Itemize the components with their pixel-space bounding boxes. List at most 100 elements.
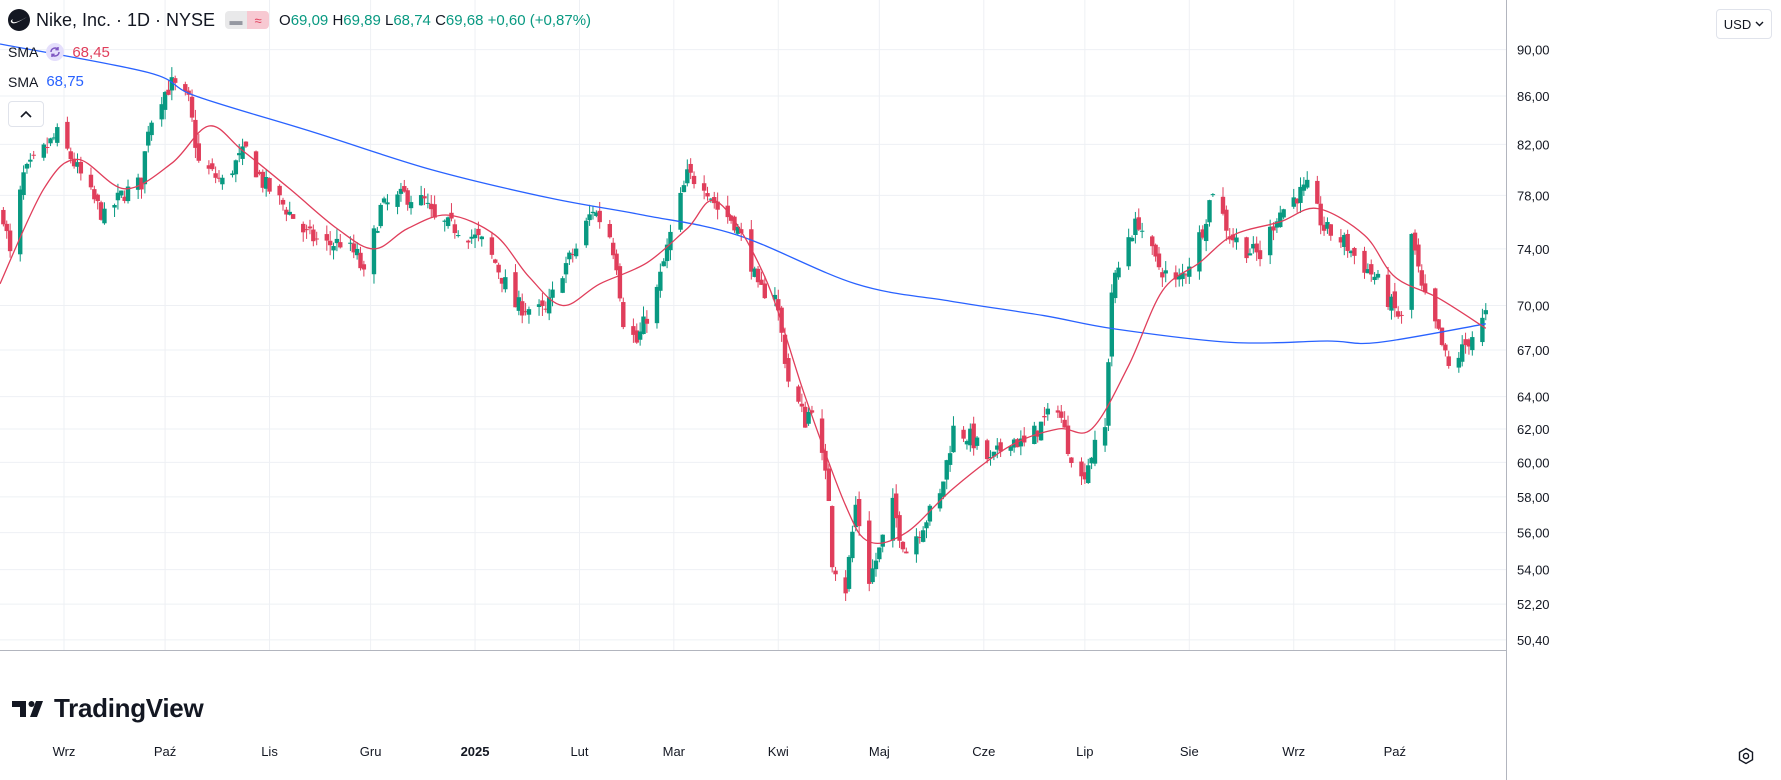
y-tick-label: 86,00 bbox=[1517, 89, 1550, 104]
candle-body bbox=[1210, 194, 1216, 196]
wave-toggle-icon[interactable]: ≈ bbox=[247, 11, 270, 29]
candle-body bbox=[1318, 203, 1323, 226]
candle-body bbox=[311, 229, 316, 242]
candle-body bbox=[856, 499, 862, 527]
candle-body bbox=[314, 238, 319, 240]
candle-body bbox=[1315, 180, 1320, 204]
candle-body bbox=[880, 534, 885, 547]
collapse-legend-button[interactable] bbox=[8, 101, 44, 127]
candle-body bbox=[1153, 244, 1158, 257]
currency-label: USD bbox=[1723, 16, 1752, 32]
sma-legend-2[interactable]: SMA 68,75 bbox=[8, 73, 84, 90]
candle-body bbox=[1, 209, 6, 225]
candle-body bbox=[668, 231, 673, 251]
candle-body bbox=[573, 248, 579, 257]
sma-short-line bbox=[0, 125, 1487, 545]
candle-body bbox=[65, 121, 70, 149]
candle-body bbox=[941, 481, 946, 497]
candle-body bbox=[418, 195, 424, 206]
candle-body bbox=[621, 302, 626, 328]
currency-button[interactable]: USD bbox=[1716, 9, 1772, 39]
candle-body bbox=[974, 437, 980, 446]
x-tick-label: Lis bbox=[261, 744, 278, 759]
bars-toggle-icon[interactable]: ▬ bbox=[225, 11, 248, 29]
candle-body bbox=[661, 261, 666, 267]
candle-body bbox=[115, 192, 121, 201]
candle-body bbox=[520, 301, 525, 316]
candle-body bbox=[243, 141, 249, 147]
x-tick-label: Maj bbox=[869, 744, 890, 759]
y-tick-label: 50,40 bbox=[1517, 633, 1550, 648]
candle-body bbox=[287, 211, 292, 215]
candle-body bbox=[701, 183, 707, 191]
candle-body bbox=[971, 423, 976, 449]
candle-body bbox=[705, 193, 710, 197]
candle-body bbox=[51, 137, 57, 139]
candle-body bbox=[398, 188, 404, 194]
candle-body bbox=[142, 151, 148, 185]
brand-name: TradingView bbox=[54, 693, 204, 723]
candle-body bbox=[1207, 200, 1212, 223]
x-tick-label: Paź bbox=[1384, 744, 1406, 759]
candle-body bbox=[493, 259, 498, 263]
candle-body bbox=[1416, 244, 1421, 267]
sync-icon[interactable] bbox=[46, 43, 65, 61]
candle-body bbox=[1325, 222, 1330, 229]
candle-body bbox=[607, 224, 613, 238]
y-tick-label: 82,00 bbox=[1517, 137, 1550, 152]
candle-body bbox=[685, 169, 690, 184]
candle-body bbox=[1015, 439, 1020, 448]
tradingview-logo[interactable]: TradingView bbox=[12, 693, 204, 724]
candle-body bbox=[172, 78, 178, 83]
candle-body bbox=[28, 159, 33, 162]
candle-body bbox=[634, 330, 639, 343]
candle-body bbox=[1200, 229, 1205, 238]
y-tick-label: 56,00 bbox=[1517, 526, 1550, 541]
candle-body bbox=[776, 299, 781, 311]
x-tick-label: Sie bbox=[1180, 744, 1199, 759]
candle-body bbox=[354, 248, 360, 256]
candle-body bbox=[1338, 237, 1344, 243]
candle-body bbox=[146, 131, 151, 146]
sma-legend-1[interactable]: SMA 68,45 bbox=[8, 43, 110, 61]
candle-body bbox=[570, 253, 575, 255]
candle-body bbox=[1045, 408, 1050, 415]
candle-body bbox=[290, 214, 296, 219]
candle-body bbox=[1483, 310, 1488, 315]
candle-body bbox=[829, 506, 835, 568]
x-tick-label: Gru bbox=[360, 744, 382, 759]
candle-body bbox=[631, 326, 636, 335]
chart-type-toggle[interactable]: ▬ ≈ bbox=[225, 11, 270, 29]
candle-body bbox=[961, 429, 966, 439]
candle-body bbox=[772, 294, 778, 300]
candle-body bbox=[803, 406, 808, 428]
candle-body bbox=[230, 173, 235, 176]
candle-body bbox=[590, 211, 596, 214]
ohlc-values: O69,09 H69,89 L68,74 C69,68 +0,60 (+0,87… bbox=[279, 11, 592, 29]
candle-body bbox=[691, 175, 697, 185]
candle-body bbox=[1328, 224, 1334, 236]
candle-body bbox=[162, 92, 168, 110]
candle-body bbox=[71, 158, 77, 167]
candle-body bbox=[237, 153, 242, 156]
candle-body bbox=[499, 277, 505, 284]
symbol-title[interactable]: Nike, Inc. · 1D · NYSE bbox=[36, 9, 216, 30]
candle-body bbox=[149, 122, 154, 136]
candle-body bbox=[240, 146, 245, 159]
candle-body bbox=[166, 89, 171, 95]
settings-button[interactable] bbox=[1732, 742, 1760, 770]
candle-body bbox=[1227, 236, 1232, 240]
candle-body bbox=[31, 154, 36, 156]
candle-body bbox=[44, 146, 50, 148]
candle-body bbox=[513, 272, 518, 308]
candle-body bbox=[122, 196, 127, 201]
candle-body bbox=[715, 201, 720, 210]
candle-body bbox=[7, 230, 13, 252]
candle-body bbox=[189, 96, 195, 118]
x-tick-label: Lut bbox=[570, 744, 588, 759]
candle-body bbox=[395, 194, 400, 207]
candle-body bbox=[284, 209, 289, 215]
candle-body bbox=[1433, 288, 1438, 322]
candle-body bbox=[843, 577, 848, 594]
